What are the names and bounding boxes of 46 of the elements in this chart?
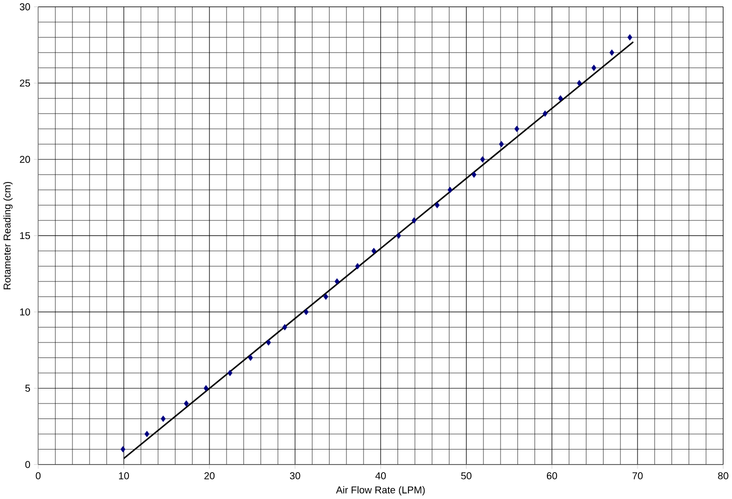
point: [576, 80, 582, 86]
x-tick-label: 10: [119, 472, 129, 480]
x-tick-label: 60: [546, 472, 558, 480]
y-tick-label: 5: [25, 384, 30, 392]
x-tick-label: 20: [204, 472, 215, 480]
y-tick-label: 0: [25, 461, 30, 468]
point: [434, 202, 440, 208]
x-tick-label: 0: [36, 472, 41, 480]
x-tick-label: 70: [632, 472, 643, 480]
point: [542, 110, 548, 117]
point: [472, 172, 476, 178]
point: [448, 186, 452, 194]
point: [412, 217, 417, 224]
x-tick-label: 80: [718, 472, 728, 480]
point: [204, 385, 208, 392]
point: [144, 430, 150, 438]
point: [282, 324, 288, 331]
point: [334, 278, 340, 285]
point: [120, 446, 126, 453]
point: [323, 294, 328, 300]
y-tick-label: 25: [20, 80, 30, 87]
point: [304, 308, 309, 316]
point: [514, 126, 520, 132]
point: [396, 232, 402, 240]
y-tick-label: 10: [20, 308, 30, 316]
point: [248, 354, 253, 362]
x-tick-label: 50: [461, 472, 472, 480]
y-tick-label: 30: [20, 3, 30, 10]
point: [498, 141, 504, 148]
point: [160, 416, 166, 422]
point: [266, 339, 271, 346]
point: [558, 95, 563, 102]
point: [228, 370, 232, 376]
point: [184, 400, 189, 407]
point: [355, 263, 360, 270]
point: [627, 34, 632, 41]
point: [480, 156, 485, 163]
y-tick-label: 20: [20, 156, 30, 164]
point: [591, 64, 596, 72]
y-axis-title: Rotameter Reading (cm): [3, 182, 13, 290]
y-tick-label: 15: [20, 232, 30, 240]
point: [609, 50, 614, 56]
x-tick-label: 40: [375, 472, 386, 480]
x-tick-label: 30: [290, 472, 300, 480]
x-axis-title: Air Flow Rate (LPM): [336, 486, 425, 496]
point: [371, 248, 376, 254]
